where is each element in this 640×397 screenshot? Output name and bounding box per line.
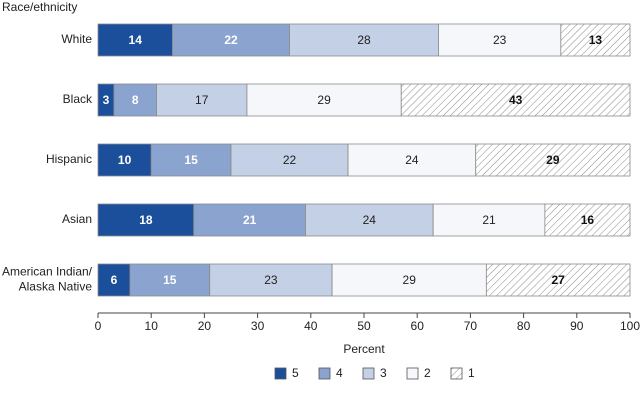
data-label: 22 <box>283 153 297 167</box>
legend-label: 1 <box>468 366 475 380</box>
data-label: 6 <box>111 273 118 287</box>
data-label: 21 <box>243 213 257 227</box>
x-tick-label: 70 <box>464 319 478 333</box>
data-label: 18 <box>139 213 153 227</box>
x-tick-label: 20 <box>198 319 212 333</box>
x-tick-label: 100 <box>620 319 640 333</box>
data-label: 3 <box>103 93 110 107</box>
bar-segment <box>331 263 487 297</box>
x-tick-label: 80 <box>517 319 531 333</box>
x-tick-label: 60 <box>411 319 425 333</box>
data-label: 29 <box>317 93 331 107</box>
bar-segment <box>400 83 631 117</box>
data-label: 15 <box>163 273 177 287</box>
legend-label: 4 <box>336 366 343 380</box>
bar-segment <box>230 143 349 177</box>
data-label: 16 <box>581 213 595 227</box>
bar-segment <box>432 203 546 237</box>
data-label: 15 <box>184 153 198 167</box>
bar-segment <box>289 23 439 57</box>
bar-segment <box>305 203 434 237</box>
bar-segment <box>97 23 173 57</box>
data-label: 17 <box>195 93 209 107</box>
bar-segment <box>347 143 477 177</box>
legend-swatch <box>450 367 463 380</box>
legend-label: 3 <box>380 366 387 380</box>
legend-swatch <box>362 367 375 380</box>
bar-segment <box>97 263 131 297</box>
x-tick-label: 40 <box>304 319 318 333</box>
legend-swatch <box>274 367 287 380</box>
bar-segment <box>129 263 211 297</box>
bar-segment <box>172 23 290 57</box>
x-tick-label: 30 <box>251 319 265 333</box>
data-label: 13 <box>589 33 603 47</box>
data-label: 29 <box>546 153 560 167</box>
legend-label: 5 <box>292 366 299 380</box>
bar-segment <box>97 203 195 237</box>
data-label: 10 <box>118 153 132 167</box>
legend-swatch <box>318 367 331 380</box>
bar-segment <box>246 83 402 117</box>
data-label: 43 <box>509 93 523 107</box>
data-label: 23 <box>264 273 278 287</box>
bar-segment <box>485 263 631 297</box>
data-label: 27 <box>552 273 566 287</box>
data-label: 23 <box>493 33 507 47</box>
data-label: 14 <box>129 33 143 47</box>
data-label: 21 <box>482 213 496 227</box>
y-tick-label: White <box>61 32 92 46</box>
x-tick-label: 90 <box>570 319 584 333</box>
legend-swatch <box>406 367 419 380</box>
bar-segment <box>156 83 248 117</box>
y-tick-label: American Indian/Alaska Native <box>2 265 93 294</box>
y-tick-label: Asian <box>62 212 92 226</box>
bar-segment <box>113 83 157 117</box>
legend-label: 2 <box>424 366 431 380</box>
y-tick-label: Hispanic <box>46 152 92 166</box>
bar-segment <box>438 23 562 57</box>
data-label: 28 <box>357 33 371 47</box>
y-axis-label: Race/ethnicity <box>2 0 77 14</box>
bar-segment <box>544 203 631 237</box>
data-label: 8 <box>132 93 139 107</box>
data-label: 24 <box>363 213 377 227</box>
data-label: 24 <box>405 153 419 167</box>
bar-segment <box>150 143 232 177</box>
y-tick-label: Black <box>63 92 93 106</box>
x-tick-label: 50 <box>357 319 371 333</box>
x-tick-label: 10 <box>145 319 159 333</box>
data-label: 29 <box>403 273 417 287</box>
bar-segment <box>560 23 631 57</box>
x-tick-label: 0 <box>95 319 102 333</box>
data-label: 22 <box>224 33 238 47</box>
x-axis-label: Percent <box>343 342 385 356</box>
bar-segment <box>475 143 631 177</box>
